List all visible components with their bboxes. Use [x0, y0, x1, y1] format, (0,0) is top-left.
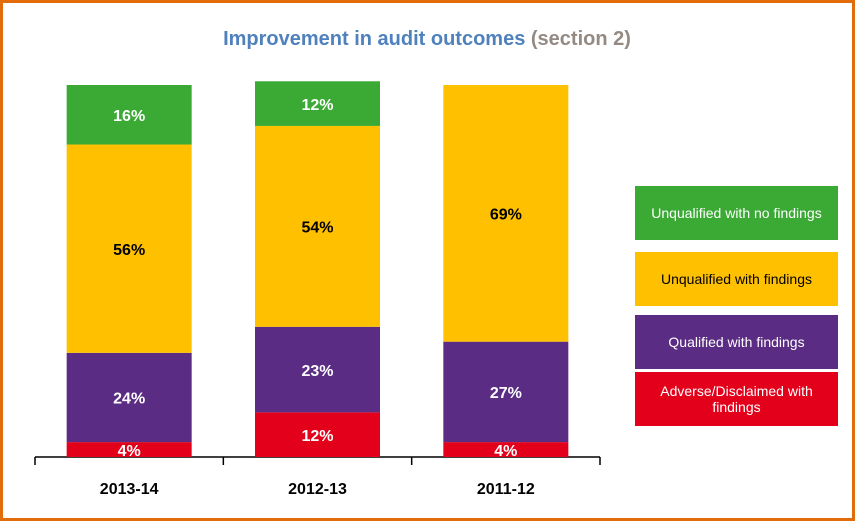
bar-segment	[443, 85, 569, 342]
value-label: 27%	[490, 385, 522, 402]
bar-segment	[66, 144, 192, 353]
value-label: 24%	[113, 391, 145, 408]
bar-segment	[66, 352, 192, 443]
bar-segment	[255, 412, 380, 457]
value-label: 12%	[301, 428, 333, 445]
legend-entry: Unqualified with no findings	[635, 186, 838, 240]
bar-segment	[66, 85, 192, 145]
x-tick-label: 2011-12	[477, 481, 535, 498]
bar-segment	[255, 81, 380, 126]
title-note: (section 2)	[531, 28, 631, 50]
bar-segment	[255, 125, 380, 327]
legend-entry: Unqualified with findings	[635, 252, 838, 306]
value-label: 16%	[113, 108, 145, 125]
bar-segment	[66, 442, 192, 457]
bar-segment	[443, 442, 569, 457]
title-main: Improvement in audit outcomes	[223, 28, 525, 50]
chart: Improvement in audit outcomes (section 2…	[34, 28, 631, 498]
value-label: 12%	[301, 97, 333, 114]
value-label: 69%	[490, 207, 522, 224]
legend-entry: Qualified with findings	[635, 315, 838, 369]
value-label: 4%	[494, 443, 517, 460]
bar-segment	[255, 326, 380, 413]
chart-title: Improvement in audit outcomes (section 2…	[223, 28, 631, 50]
bar-segment	[443, 341, 569, 443]
value-label: 4%	[118, 443, 141, 460]
x-tick-label: 2012-13	[288, 481, 347, 498]
x-tick-label: 2013-14	[100, 481, 159, 498]
value-label: 23%	[301, 363, 333, 380]
value-label: 56%	[113, 242, 145, 259]
value-label: 54%	[301, 220, 333, 237]
legend-entry: Adverse/Disclaimed with findings	[635, 372, 838, 426]
